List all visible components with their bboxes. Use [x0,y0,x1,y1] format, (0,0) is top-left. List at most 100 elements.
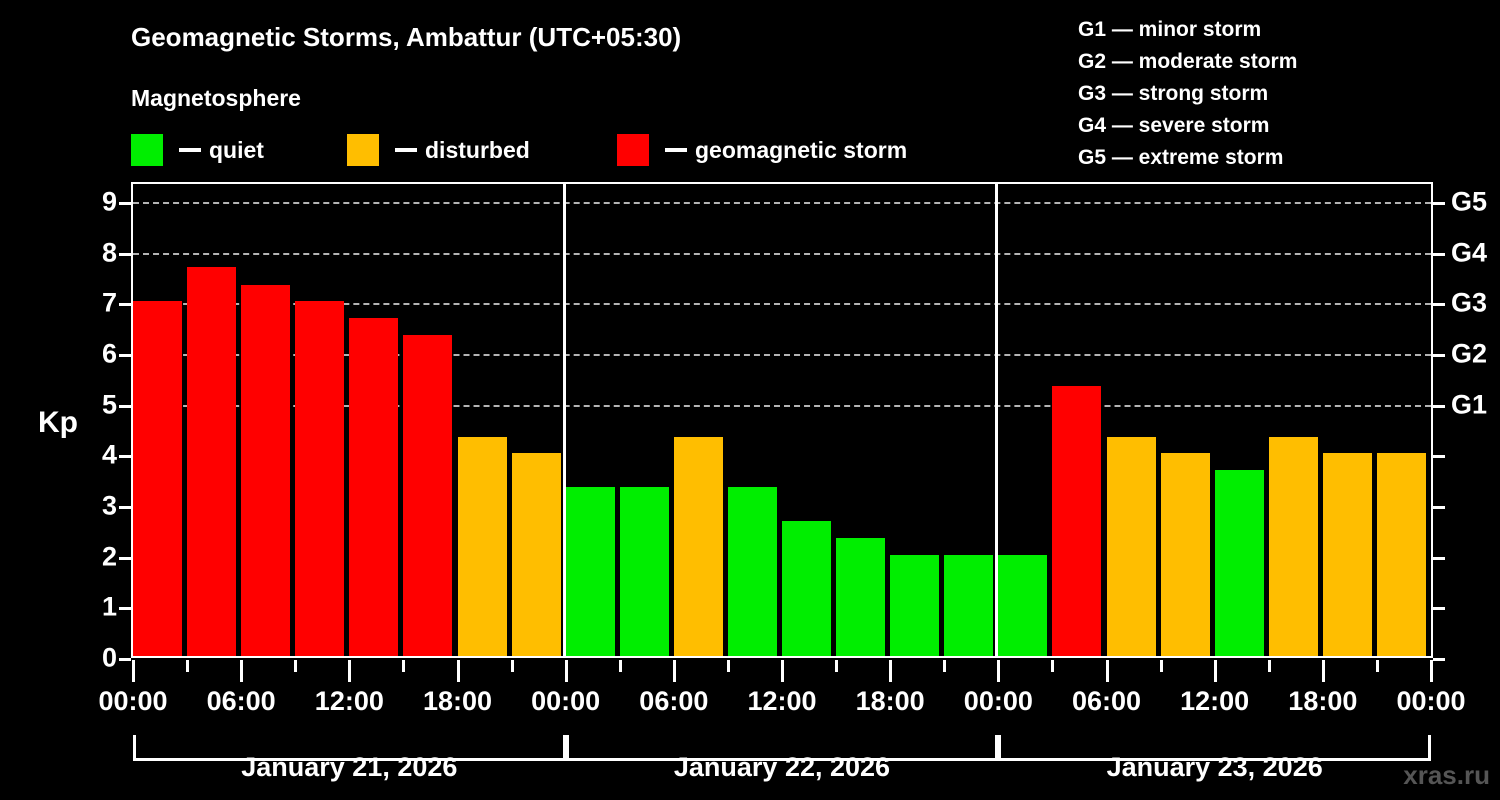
bar-storm [349,318,399,656]
bar-storm [133,301,183,656]
day-bracket [998,735,1431,761]
legend-label: disturbed [425,136,530,163]
x-tick-major [348,660,352,682]
bar-disturbed [1322,453,1372,656]
g-axis-minor-tick [1433,506,1445,509]
chart-subtitle: Magnetosphere [131,85,301,111]
y-tick-label: 7 [101,287,117,318]
bar-storm [1052,385,1102,656]
day-label: January 21, 2026 [241,752,458,782]
x-tick-label: 12:00 [747,686,817,716]
y-tick [119,506,131,509]
day-label: January 22, 2026 [673,752,891,782]
g-scale-item-g5: G5 — extreme storm [1078,146,1284,169]
x-tick-major [889,660,893,682]
bar-quiet [727,487,777,656]
bar-quiet [619,487,669,656]
legend-dash-icon [395,148,417,152]
g-axis-label: G2 [1451,338,1488,369]
bar-storm [403,335,453,656]
x-tick-major [1105,660,1109,682]
y-tick [119,404,131,408]
y-tick-label: 5 [101,389,117,420]
day-label: January 23, 2026 [1106,752,1323,782]
x-tick-label: 00:00 [1396,686,1466,716]
g-scale-item-g1: G1 — minor storm [1078,18,1262,41]
bar-disturbed [1160,453,1210,656]
g-axis-label: G4 [1451,237,1488,268]
g-scale-item-g4: G4 — severe storm [1078,114,1270,137]
g-axis-minor-tick [1433,556,1445,560]
y-tick-label: 3 [101,490,117,521]
x-tick-major [240,660,244,682]
watermark: xras.ru [1403,760,1490,790]
bar-storm [187,267,237,656]
bar-disturbed [1376,453,1426,656]
bar-disturbed [457,436,507,656]
bar-quiet [565,487,615,656]
g-axis-tick [1433,252,1445,256]
y-tick [119,354,131,357]
x-tick-major [132,660,135,682]
gridline [133,303,1431,306]
x-tick-minor [943,660,947,672]
x-tick-minor [726,660,730,672]
x-tick-minor [835,660,839,672]
y-tick-label: 0 [101,642,117,673]
legend-item-disturbed: disturbed [347,133,530,167]
bar-storm [295,301,345,656]
g-axis-label: G3 [1451,287,1488,318]
x-tick-label: 06:00 [639,686,709,716]
g-axis-minor-tick [1433,455,1445,459]
x-tick-major [564,660,568,682]
x-tick-label: 00:00 [531,686,601,716]
day-separator [995,184,999,656]
bar-storm [241,284,291,656]
x-tick-label: 00:00 [963,686,1033,716]
y-tick [119,455,131,459]
y-tick-label: 2 [101,541,117,572]
legend-dash-icon [665,148,687,152]
legend-item-storm: geomagnetic storm [617,133,907,167]
bar-quiet [836,537,886,656]
y-tick [119,658,131,661]
y-tick [119,303,131,307]
x-tick-major [456,660,460,682]
bar-disturbed [1431,437,1433,656]
g-scale-legend: G1 — minor storm G2 — moderate storm G3 — … [1078,14,1498,174]
x-tick-major [781,660,784,682]
bar-quiet [944,554,994,656]
y-tick-label: 4 [101,439,117,470]
g-scale-item-g3: G3 — strong storm [1078,82,1269,105]
bar-quiet [890,554,940,656]
y-tick-label: 1 [101,591,117,622]
y-tick [119,556,131,560]
gridline [133,252,1431,255]
bar-disturbed [1268,436,1318,656]
bar-disturbed [673,436,723,656]
y-axis-title: Kp [38,406,78,439]
plot-area [131,182,1433,658]
x-tick-minor [1375,660,1379,672]
bar-disturbed [511,453,561,656]
y-tick [119,252,131,256]
g-axis-minor-tick [1433,658,1445,661]
day-separator [562,184,566,656]
x-tick-minor [402,660,406,672]
gridline [133,354,1431,356]
day-bracket [565,735,999,761]
x-tick-minor [1159,660,1163,672]
x-tick-label: 00:00 [98,686,168,716]
y-tick-label: 9 [101,186,117,217]
x-tick-label: 18:00 [1288,686,1358,716]
x-tick-major [1430,660,1433,682]
page-title: Geomagnetic Storms, Ambattur (UTC+05:30) [131,22,682,52]
bar-quiet [782,520,832,656]
y-tick-label: 8 [101,237,117,268]
x-tick-minor [1267,660,1271,672]
y-tick [119,607,131,611]
legend-label: geomagnetic storm [695,136,908,163]
legend-swatch-disturbed-icon [347,134,379,166]
g-axis-tick [1433,202,1445,205]
